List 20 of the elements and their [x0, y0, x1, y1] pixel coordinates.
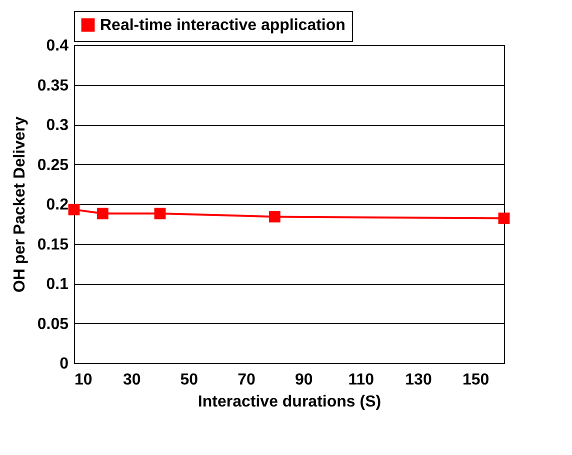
x-tick-label: 110 [348, 372, 374, 388]
y-tick-label: 0.4 [46, 38, 69, 54]
y-tick-label: 0.2 [46, 196, 69, 214]
y-tick-label: 0.3 [46, 117, 69, 134]
y-tick-label: 0.35 [37, 77, 69, 94]
x-tick-label: 150 [462, 372, 490, 388]
x-tick-label: 70 [238, 372, 256, 388]
y-tick-label: 0 [60, 356, 69, 372]
y-tick-label: 0.05 [37, 316, 69, 333]
x-tick-label: 10 [74, 372, 92, 388]
y-tick-label: 0.25 [37, 156, 69, 174]
legend-label: Real-time interactive application [100, 17, 346, 34]
x-tick-label: 130 [405, 372, 432, 388]
x-tick-label: 30 [122, 372, 141, 388]
x-tick-label: 50 [180, 372, 198, 388]
y-tick-label: 0.15 [37, 236, 69, 254]
x-axis-title: Interactive durations (S) [198, 394, 382, 410]
y-axis-title: OH per Packet Delivery [11, 116, 28, 293]
y-tick-label: 0.1 [46, 276, 69, 293]
x-tick-label: 90 [294, 372, 313, 388]
